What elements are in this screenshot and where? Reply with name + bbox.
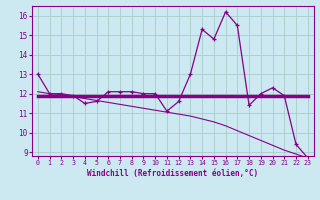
X-axis label: Windchill (Refroidissement éolien,°C): Windchill (Refroidissement éolien,°C) [87, 169, 258, 178]
